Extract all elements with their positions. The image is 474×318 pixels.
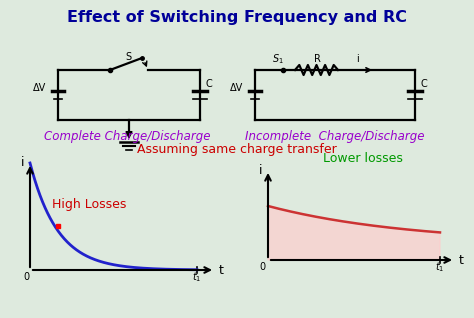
Text: C: C bbox=[421, 79, 428, 89]
Text: i: i bbox=[356, 54, 359, 64]
Polygon shape bbox=[268, 206, 440, 260]
Text: S: S bbox=[125, 52, 131, 62]
Text: ΔV: ΔV bbox=[230, 83, 244, 93]
Text: i: i bbox=[258, 163, 262, 176]
Text: Assuming same charge transfer: Assuming same charge transfer bbox=[137, 143, 337, 156]
Text: R: R bbox=[314, 54, 320, 64]
Text: 0: 0 bbox=[23, 272, 29, 282]
Text: High Losses: High Losses bbox=[52, 198, 127, 211]
Text: t: t bbox=[459, 253, 464, 266]
Text: i: i bbox=[20, 156, 24, 169]
Text: 0: 0 bbox=[259, 262, 265, 272]
Text: Lower losses: Lower losses bbox=[323, 152, 403, 165]
Text: C: C bbox=[206, 79, 213, 89]
Text: Complete Charge/Discharge: Complete Charge/Discharge bbox=[44, 130, 210, 143]
Text: $t_1$: $t_1$ bbox=[435, 260, 445, 274]
Text: $S_1$: $S_1$ bbox=[272, 52, 284, 66]
Text: $t_1$: $t_1$ bbox=[192, 270, 202, 284]
Text: ΔV: ΔV bbox=[33, 83, 46, 93]
Text: Incomplete  Charge/Discharge: Incomplete Charge/Discharge bbox=[245, 130, 425, 143]
Text: t: t bbox=[219, 264, 224, 276]
Text: Effect of Switching Frequency and RC: Effect of Switching Frequency and RC bbox=[67, 10, 407, 25]
